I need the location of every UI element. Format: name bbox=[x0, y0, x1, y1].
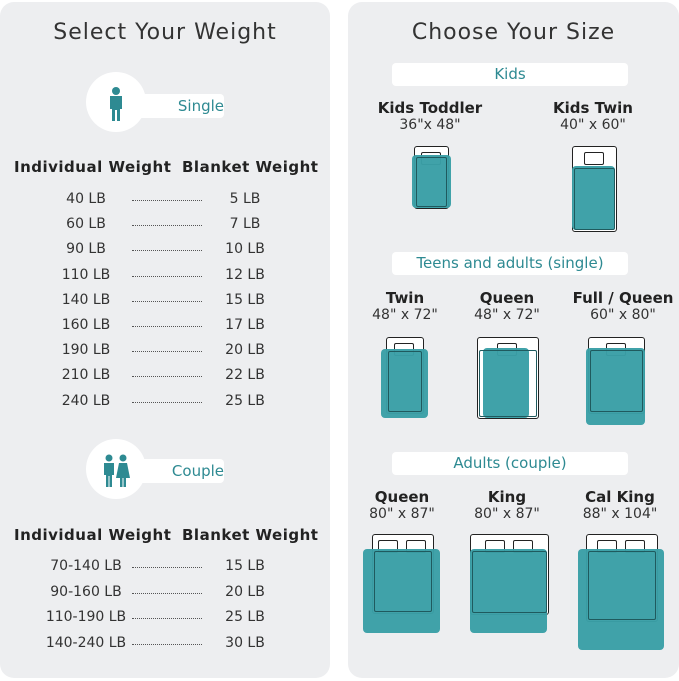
weight-panel: Select Your Weight Single Individual Wei… bbox=[0, 2, 330, 678]
size-option: Full / Queen 60" x 80" bbox=[563, 289, 679, 323]
dotted-leader bbox=[132, 592, 202, 594]
size-name: Cal King bbox=[585, 488, 655, 506]
dotted-leader bbox=[132, 225, 202, 227]
blanket-weight: 7 LB bbox=[229, 216, 261, 233]
dotted-leader bbox=[132, 401, 202, 403]
individual-weight: 140 LB bbox=[61, 291, 111, 308]
individual-weight: 90 LB bbox=[66, 241, 106, 258]
individual-weight: 240 LB bbox=[61, 392, 111, 409]
individual-weight: 40 LB bbox=[66, 191, 106, 207]
couple-icon bbox=[104, 454, 130, 487]
blanket-weight: 25 LB bbox=[225, 392, 265, 409]
blanket-weight: 22 LB bbox=[225, 367, 265, 384]
bed-outline-overlay bbox=[416, 157, 447, 207]
blanket-swatch bbox=[412, 155, 451, 208]
individual-weight: 160 LB bbox=[61, 317, 111, 333]
dotted-leader bbox=[132, 618, 202, 619]
single-header-blanket: Blanket Weight bbox=[182, 158, 319, 176]
dotted-leader bbox=[132, 376, 202, 378]
dotted-leader bbox=[132, 200, 202, 201]
individual-weight: 190 LB bbox=[61, 342, 111, 359]
size-name: Kids Twin bbox=[553, 99, 633, 117]
size-option: Kids Toddler 36"x 48" bbox=[370, 99, 490, 133]
group-adults-label: Adults (couple) bbox=[392, 452, 628, 475]
size-dimensions: 80" x 87" bbox=[369, 506, 435, 522]
person-icon bbox=[110, 87, 122, 121]
blanket-weight: 5 LB bbox=[229, 191, 261, 207]
dotted-leader bbox=[132, 643, 202, 645]
size-dimensions: 88" x 104" bbox=[582, 506, 658, 522]
couple-icon-circle bbox=[86, 439, 146, 499]
blanket-weight: 25 LB bbox=[225, 609, 265, 625]
individual-weight: 210 LB bbox=[61, 367, 111, 384]
individual-weight: 110 LB bbox=[61, 266, 111, 283]
blanket-swatch bbox=[572, 166, 615, 230]
bed-outline-overlay bbox=[574, 168, 615, 230]
individual-weight: 90-160 LB bbox=[50, 583, 122, 600]
size-option: Queen 80" x 87" bbox=[342, 488, 462, 522]
bed-outline-overlay bbox=[590, 350, 643, 412]
size-name: Twin bbox=[385, 289, 425, 307]
blanket-swatch bbox=[363, 549, 440, 633]
blanket-weight: 17 LB bbox=[225, 317, 265, 333]
dotted-leader bbox=[132, 326, 202, 327]
blanket-swatch bbox=[470, 549, 547, 633]
individual-weight: 110-190 LB bbox=[45, 609, 127, 625]
single-header-individual: Individual Weight bbox=[14, 158, 172, 176]
size-option: Cal King 88" x 104" bbox=[560, 488, 679, 522]
size-option: King 80" x 87" bbox=[447, 488, 567, 522]
size-dimensions: 48" x 72" bbox=[372, 307, 438, 323]
dotted-leader bbox=[132, 300, 202, 302]
blanket-swatch bbox=[578, 549, 664, 650]
individual-weight: 70-140 LB bbox=[50, 558, 122, 574]
size-name: Full / Queen bbox=[572, 289, 674, 307]
dotted-leader bbox=[132, 275, 202, 277]
size-name: Queen bbox=[479, 289, 535, 307]
dotted-leader bbox=[132, 351, 202, 353]
blanket-weight: 20 LB bbox=[225, 583, 265, 600]
bed-outline-overlay bbox=[479, 350, 537, 417]
size-title: Choose Your Size bbox=[411, 20, 616, 45]
pillow-icon bbox=[583, 152, 604, 165]
blanket-weight: 20 LB bbox=[225, 342, 265, 359]
bed-outline-overlay bbox=[374, 551, 432, 612]
size-name: Kids Toddler bbox=[377, 99, 483, 117]
blanket-weight: 15 LB bbox=[225, 558, 265, 574]
individual-weight: 140-240 LB bbox=[45, 634, 127, 651]
size-name: Queen bbox=[374, 488, 430, 506]
blanket-swatch bbox=[586, 348, 645, 425]
dotted-leader bbox=[132, 567, 202, 568]
group-teens-label: Teens and adults (single) bbox=[392, 252, 628, 275]
dotted-leader bbox=[132, 250, 202, 252]
size-dimensions: 80" x 87" bbox=[474, 506, 540, 522]
size-dimensions: 36"x 48" bbox=[399, 117, 461, 133]
weight-title: Select Your Weight bbox=[53, 20, 277, 45]
group-kids-label: Kids bbox=[392, 63, 628, 86]
bed-outline-overlay bbox=[388, 351, 422, 412]
bed-outline-overlay bbox=[472, 551, 547, 613]
blanket-weight: 12 LB bbox=[225, 266, 265, 283]
bed-outline-overlay bbox=[588, 551, 656, 620]
couple-header-blanket: Blanket Weight bbox=[182, 526, 319, 544]
blanket-weight: 15 LB bbox=[225, 291, 265, 308]
size-dimensions: 40" x 60" bbox=[560, 117, 626, 133]
single-icon-circle bbox=[86, 72, 146, 132]
size-dimensions: 48" x 72" bbox=[474, 307, 540, 323]
size-option: Queen 48" x 72" bbox=[447, 289, 567, 323]
individual-weight: 60 LB bbox=[66, 216, 106, 233]
size-dimensions: 60" x 80" bbox=[590, 307, 656, 323]
couple-header-individual: Individual Weight bbox=[14, 526, 172, 544]
size-option: Twin 48" x 72" bbox=[345, 289, 465, 323]
blanket-swatch bbox=[483, 348, 529, 418]
size-name: King bbox=[487, 488, 527, 506]
blanket-weight: 10 LB bbox=[225, 241, 265, 258]
size-option: Kids Twin 40" x 60" bbox=[533, 99, 653, 133]
blanket-weight: 30 LB bbox=[225, 634, 265, 651]
